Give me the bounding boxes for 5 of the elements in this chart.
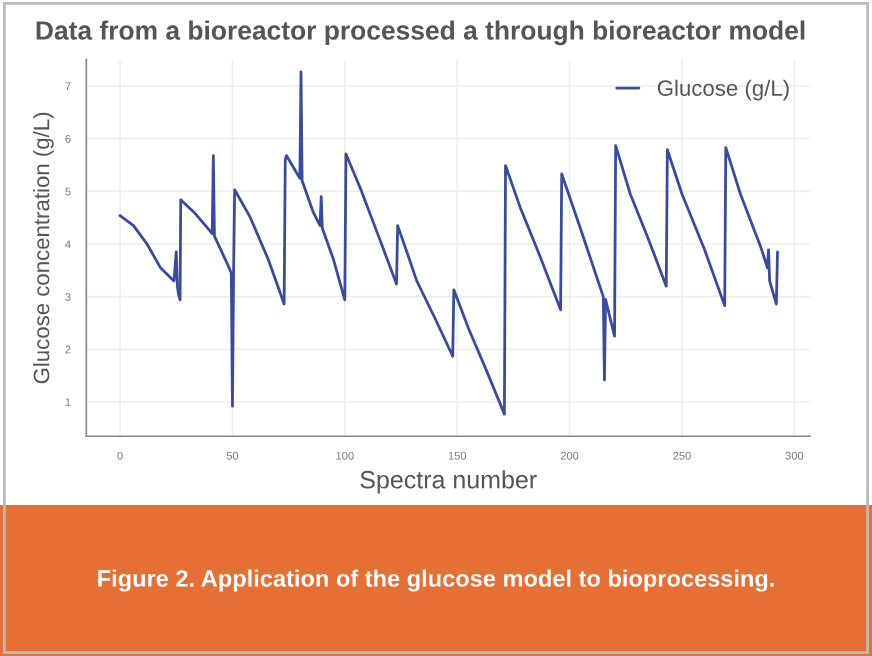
caption: Figure 2. Application of the glucose model to bioprocessing. bbox=[98, 569, 774, 592]
legend-label: Glucose (g/L) bbox=[657, 79, 789, 101]
chart-title: Data from a bioreactor processed a through bioreactor model bbox=[36, 20, 805, 46]
x-axis-title: Spectra number bbox=[360, 470, 537, 494]
y-axis-title: Glucose concentration (g/L) bbox=[33, 112, 54, 384]
